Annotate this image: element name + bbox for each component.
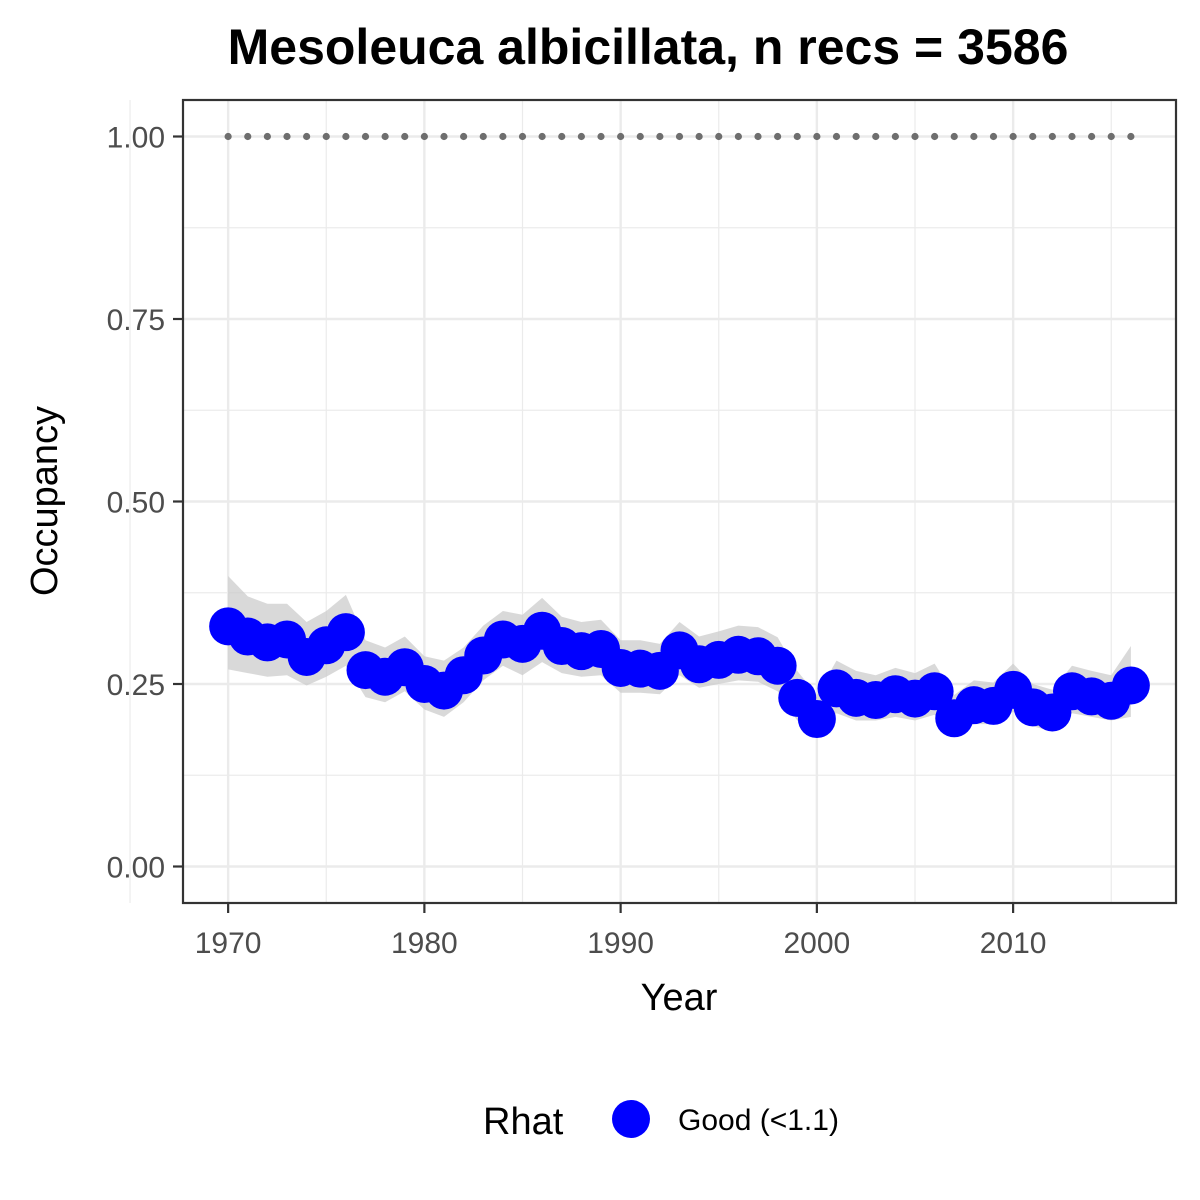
reference-dot (460, 132, 468, 141)
reference-dot (1107, 132, 1115, 141)
reference-dot (931, 132, 939, 141)
x-axis-title: Year (641, 977, 718, 1019)
occupancy-point (758, 646, 797, 685)
reference-dot (617, 132, 625, 141)
occupancy-point (915, 672, 954, 711)
y-tick-label: 0.25 (107, 669, 165, 702)
reference-dot (263, 132, 271, 141)
reference-dot (1029, 132, 1037, 141)
reference-dot (734, 132, 742, 141)
reference-dot (303, 132, 311, 141)
reference-dot (538, 132, 546, 141)
reference-dot (1127, 132, 1135, 141)
y-tick-label: 0.75 (107, 304, 165, 337)
reference-dot (1009, 132, 1017, 141)
reference-dot (322, 132, 330, 141)
x-tick-label: 1980 (391, 927, 458, 960)
y-tick-label: 1.00 (107, 122, 165, 155)
reference-dot (1068, 132, 1076, 141)
reference-dot (479, 132, 487, 141)
reference-dot (813, 132, 821, 141)
reference-dot (597, 132, 605, 141)
reference-dot (872, 132, 880, 141)
reference-dot (283, 132, 291, 141)
reference-dot (891, 132, 899, 141)
occupancy-point (1111, 666, 1150, 705)
occupancy-point (797, 700, 836, 739)
reference-dot (989, 132, 998, 141)
reference-dot (950, 132, 958, 141)
reference-dot (852, 132, 860, 141)
legend-label-good: Good (<1.1) (678, 1104, 839, 1137)
reference-dot (361, 132, 370, 141)
reference-dot (420, 132, 428, 141)
reference-dot (342, 132, 350, 141)
reference-dot (577, 132, 585, 141)
occupancy-point (326, 613, 365, 652)
reference-dot (558, 132, 566, 141)
reference-dot (1048, 132, 1056, 141)
reference-dot (401, 132, 409, 141)
x-tick-label: 2010 (980, 927, 1047, 960)
reference-dot (636, 132, 644, 141)
legend-title: Rhat (483, 1101, 564, 1143)
reference-dot (970, 132, 978, 141)
reference-dot (695, 132, 703, 141)
y-axis: 0.00 0.25 0.50 0.75 1.00 (107, 122, 183, 885)
x-tick-label: 1970 (195, 927, 262, 960)
y-tick-label: 0.50 (107, 487, 165, 520)
reference-dot (911, 132, 919, 141)
chart-title: Mesoleuca albicillata, n recs = 3586 (228, 19, 1069, 75)
legend: Rhat Good (<1.1) (483, 1100, 839, 1143)
occupancy-points (209, 607, 1150, 739)
reference-dot (499, 132, 507, 141)
y-axis-title: Occupancy (24, 406, 66, 596)
reference-dot (715, 132, 723, 141)
reference-dot (440, 132, 448, 141)
reference-dot (518, 132, 527, 141)
reference-dot (793, 132, 801, 141)
reference-dot (244, 132, 252, 141)
reference-dot (754, 132, 762, 141)
reference-dot (656, 132, 664, 141)
reference-line-dotted (224, 132, 1135, 141)
reference-dot (774, 132, 782, 141)
x-tick-label: 1990 (587, 927, 654, 960)
y-tick-label: 0.00 (107, 852, 165, 885)
legend-key-good (612, 1100, 650, 1138)
reference-dot (381, 132, 389, 141)
reference-dot (1088, 132, 1096, 141)
reference-dot (224, 132, 232, 141)
x-axis: 1970 1980 1990 2000 2010 (195, 903, 1047, 960)
reference-dot (832, 132, 841, 141)
reference-dot (675, 132, 684, 141)
x-tick-label: 2000 (783, 927, 850, 960)
